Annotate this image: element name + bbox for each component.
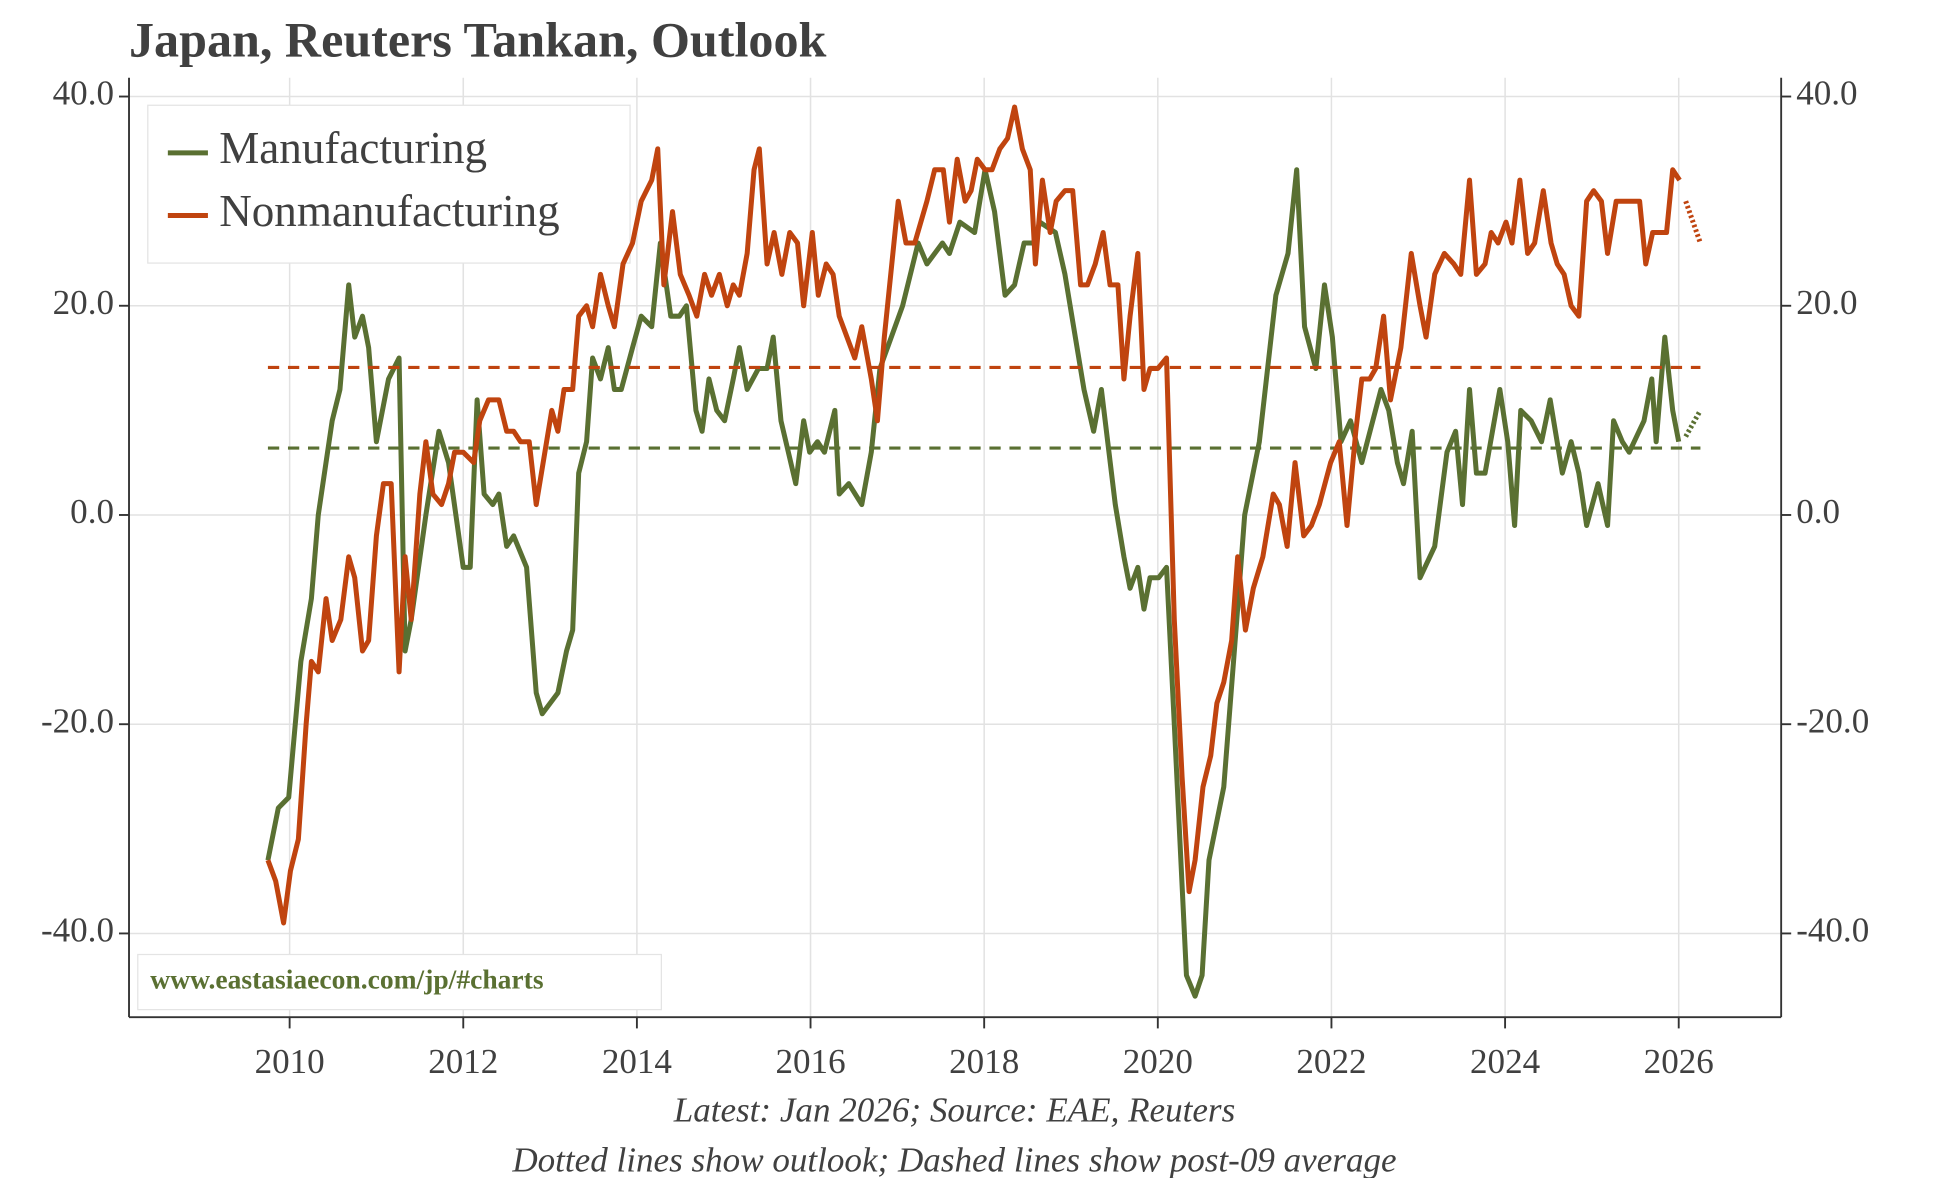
y-tick-label: 0.0 — [70, 492, 114, 531]
outlook-line — [1683, 409, 1703, 438]
chart-title: Japan, Reuters Tankan, Outlook — [129, 12, 826, 68]
note: Dotted lines show outlook; Dashed lines … — [511, 1141, 1396, 1178]
legend-label: Nonmanufacturing — [219, 186, 560, 236]
outlook-line — [1683, 200, 1703, 244]
watermark: www.eastasiaecon.com/jp/#charts — [150, 963, 544, 994]
legend-box — [147, 104, 631, 264]
y-tick-label: 40.0 — [53, 74, 114, 113]
x-tick-label: 2010 — [255, 1042, 325, 1081]
x-tick-label: 2022 — [1296, 1042, 1366, 1081]
legend: Manufacturing Nonmanufacturing — [167, 123, 560, 236]
series-line — [265, 104, 1682, 926]
y-tick-label: -40.0 — [41, 910, 114, 949]
x-tick-label: 2016 — [775, 1042, 845, 1081]
x-tick-label: 2018 — [949, 1042, 1019, 1081]
y-tick-label: -20.0 — [41, 701, 114, 740]
y2-tick-label: 40.0 — [1796, 74, 1857, 113]
series-line — [265, 167, 1682, 999]
x-tick-label: 2026 — [1644, 1042, 1714, 1081]
x-tick-label: 2020 — [1123, 1042, 1193, 1081]
y-tick-label: 20.0 — [53, 283, 114, 322]
x-tick-label: 2012 — [428, 1042, 498, 1081]
watermark-box — [137, 953, 662, 1011]
x-tick-label: 2014 — [602, 1042, 672, 1081]
legend-label: Manufacturing — [219, 123, 487, 173]
note: Latest: Jan 2026; Source: EAE, Reuters — [673, 1091, 1236, 1130]
y2-tick-label: 20.0 — [1796, 283, 1857, 322]
y2-tick-label: -20.0 — [1796, 701, 1869, 740]
y2-tick-label: -40.0 — [1796, 910, 1869, 949]
y2-tick-label: 0.0 — [1796, 492, 1840, 531]
x-tick-label: 2024 — [1470, 1042, 1540, 1081]
